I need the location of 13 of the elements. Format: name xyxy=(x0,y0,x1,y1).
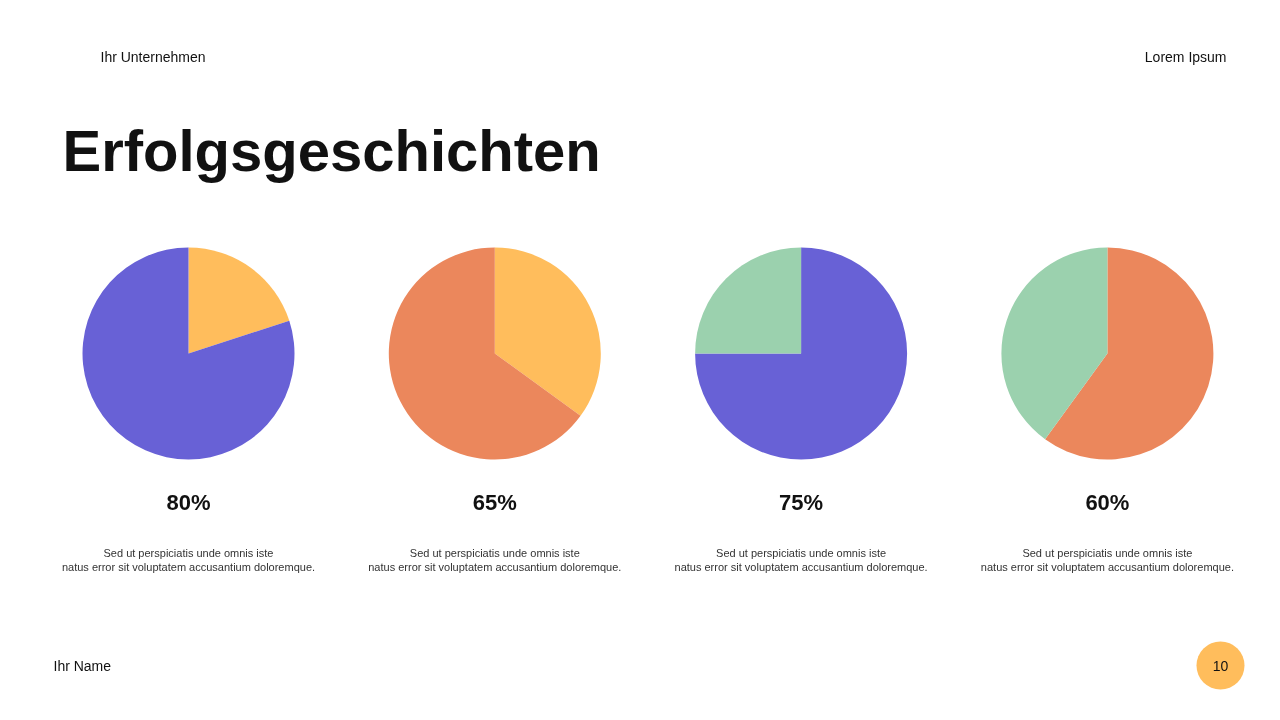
data-label: 80% xyxy=(166,490,211,515)
data-label: 60% xyxy=(1085,490,1130,515)
text: Lorem Ipsum xyxy=(1144,48,1227,65)
text: Ihr Unternehmen xyxy=(100,48,206,65)
text: Sed ut perspiciatis unde omnis iste natus error sit voluptatem accusantium doloremque. xyxy=(61,546,316,573)
text: Sed ut perspiciatis unde omnis iste natus error sit voluptatem accusantium doloremque. xyxy=(674,546,928,573)
text: Sed ut perspiciatis unde omnis iste natus error sit voluptatem accusantium doloremque. xyxy=(368,546,622,573)
text: Erfolgsgeschichten xyxy=(62,118,601,183)
text: Sed ut perspiciatis unde omnis iste natus error sit voluptatem accusantium doloremque. xyxy=(980,546,1234,573)
data-label: 65% xyxy=(472,490,517,515)
text: 10 xyxy=(1212,657,1229,674)
data-label: 75% xyxy=(779,490,824,515)
text: Ihr Name xyxy=(53,657,112,674)
